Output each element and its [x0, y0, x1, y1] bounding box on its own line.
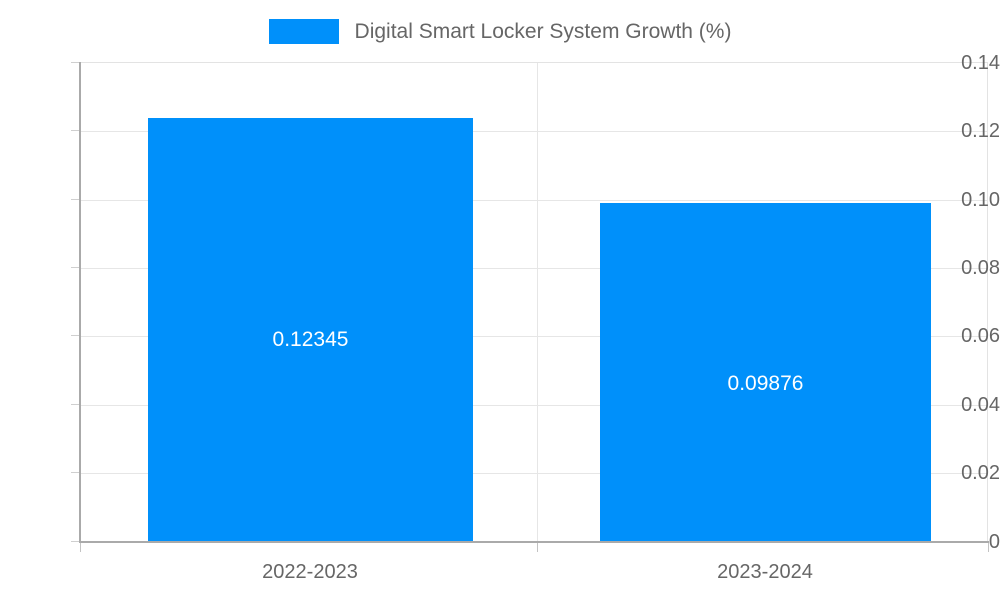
- bar-value-label-2022-2023: 0.12345: [272, 328, 349, 351]
- bar-value-label-2023-2024: 0.09876: [727, 372, 804, 395]
- y-tick-label-0.14: 0.14: [961, 52, 1000, 74]
- bar-2022-2023[interactable]: [148, 118, 473, 541]
- y-tick-label-0.04: 0.04: [961, 394, 1000, 416]
- x-tick-mark-end: [988, 543, 989, 552]
- y-tick-mark-0.02: [71, 472, 79, 473]
- gridline-y-0.02: [80, 473, 987, 474]
- x-tick-mark-start: [80, 543, 81, 552]
- gridline-y-0.08: [80, 268, 987, 269]
- y-tick-mark-0.06: [71, 335, 79, 336]
- y-tick-mark-0.10: [71, 199, 79, 200]
- gridline-y-0.06: [80, 336, 987, 337]
- y-axis-line: [79, 62, 81, 542]
- x-axis-line: [79, 541, 989, 543]
- legend-label: Digital Smart Locker System Growth (%): [354, 19, 732, 43]
- y-tick-label-0.12: 0.12: [961, 120, 1000, 142]
- y-tick-mark-0: [71, 541, 79, 542]
- gridline-x-category-divider: [537, 63, 538, 541]
- x-tick-label-2022-2023: 2022-2023: [262, 561, 358, 583]
- y-tick-mark-0.04: [71, 404, 79, 405]
- y-tick-mark-0.14: [71, 62, 79, 63]
- bar-2023-2024[interactable]: [600, 203, 931, 541]
- y-tick-label-0: 0: [988, 531, 1000, 553]
- y-tick-label-0.08: 0.08: [961, 257, 1000, 279]
- gridline-y-0.12: [80, 131, 987, 132]
- legend-item-series-1[interactable]: Digital Smart Locker System Growth (%): [268, 18, 732, 44]
- y-tick-mark-0.08: [71, 267, 79, 268]
- gridline-y-0.10: [80, 200, 987, 201]
- x-tick-mark-divider: [537, 543, 538, 552]
- y-tick-mark-0.12: [71, 130, 79, 131]
- plot-area: 0.12345 0.09876: [80, 62, 988, 541]
- y-tick-label-0.02: 0.02: [961, 462, 1000, 484]
- chart-legend: Digital Smart Locker System Growth (%): [0, 14, 1000, 48]
- legend-swatch-icon: [268, 18, 339, 44]
- y-tick-label-0.10: 0.10: [961, 189, 1000, 211]
- x-tick-label-2023-2024: 2023-2024: [717, 561, 813, 583]
- y-tick-label-0.06: 0.06: [961, 325, 1000, 347]
- gridline-y-0.04: [80, 405, 987, 406]
